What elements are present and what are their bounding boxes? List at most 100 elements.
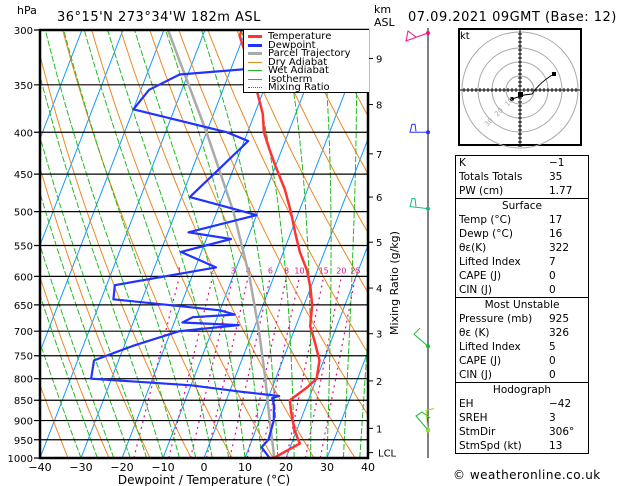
dry-adiabat-line — [265, 30, 368, 234]
surface-row: CAPE (J) 0 — [456, 269, 588, 283]
legend-item: Mixing Ratio — [248, 82, 330, 93]
copyright-footer: © weatheronline.co.uk — [453, 468, 601, 482]
hodograph-stat-value: 3 — [549, 412, 556, 424]
index-value: −1 — [549, 157, 565, 169]
asl-label: ASL — [374, 16, 395, 29]
surface-row: Temp (°C) 17 — [456, 213, 588, 227]
km-tick-label: 3 — [376, 330, 382, 341]
surface-value: 0 — [549, 284, 556, 296]
isotherm-line — [40, 30, 206, 458]
mixing-ratio-line — [168, 276, 214, 458]
hodograph-stat-label: StmSpd (kt) — [459, 440, 522, 452]
most-unstable-value: 326 — [549, 327, 570, 339]
pressure-gridlines: 300 350 400 450 500 550 600 650 700 750 800 850 900 9… — [8, 26, 368, 465]
pressure-tick-label: 400 — [14, 128, 33, 139]
wind-barb — [405, 30, 429, 42]
mixing-ratio-line — [285, 276, 325, 458]
legend-swatch — [248, 43, 262, 47]
mixing-ratio-label: 8 — [284, 266, 289, 275]
km-tick-label: 1 — [376, 424, 382, 435]
surface-label: Dewp (°C) — [459, 228, 513, 240]
surface-label: CAPE (J) — [459, 270, 502, 282]
most-unstable-heading: Most Unstable — [484, 299, 560, 311]
surface-row: CIN (J) 0 — [456, 283, 588, 297]
most-unstable-label: CAPE (J) — [459, 355, 502, 367]
mixing-ratio-label: 10 — [294, 266, 304, 275]
legend-item: Isotherm — [248, 73, 313, 85]
hodograph-stat-label: SREH — [459, 412, 488, 424]
location-title: 36°15'N 273°34'W 182m ASL — [57, 10, 261, 25]
axes: −40 −30 −20 −10 0 10 20 30 40 Dewpoint / Temperat… — [28, 28, 401, 486]
surface-value: 17 — [549, 214, 563, 226]
legend-swatch — [248, 78, 262, 80]
pressure-tick-label: 900 — [14, 417, 33, 428]
legend-label: Parcel Trajectory — [268, 48, 351, 59]
pressure-tick-label: 950 — [14, 436, 33, 447]
pressure-tick-label: 800 — [14, 375, 33, 386]
mixing-ratio-line — [304, 276, 342, 458]
wind-barb — [425, 408, 435, 431]
dry-adiabat-line — [586, 30, 629, 458]
legend: Temperature Dewpoint Parcel Trajectory Dry … — [243, 30, 369, 93]
most-unstable-label: CIN (J) — [459, 369, 492, 381]
most-unstable-row: CIN (J) 0 — [456, 368, 588, 382]
legend-label: Dewpoint — [268, 39, 316, 51]
mixing-ratio-label: 2 — [210, 266, 215, 275]
lcl-label: LCL — [378, 449, 397, 460]
isotherm-line — [80, 30, 247, 458]
km-tick-label: 5 — [376, 238, 382, 249]
km-tick-label: 9 — [376, 54, 382, 65]
x-tick-label: −40 — [28, 461, 51, 474]
pressure-tick-label: 850 — [14, 396, 33, 407]
wind-barb — [413, 327, 429, 347]
x-tick-label: 40 — [361, 461, 375, 474]
index-row: Totals Totals 35 — [456, 170, 588, 184]
legend-swatch — [248, 87, 262, 88]
most-unstable-row: θε (K) 326 — [456, 326, 588, 340]
legend-item: Wet Adiabat — [248, 66, 329, 76]
mixing-ratio-line — [189, 276, 234, 458]
mixing-ratio-line — [229, 276, 271, 458]
parcel-trajectory-line — [166, 30, 275, 458]
dry-adiabat-line — [62, 30, 233, 458]
surface-row: Dewp (°C) 16 — [456, 227, 588, 241]
legend-swatch — [248, 61, 262, 63]
isotherm-line — [40, 30, 165, 354]
surface-label: CIN (J) — [459, 284, 492, 296]
hodograph-end-point — [552, 72, 556, 76]
hodograph-unit-label: kt — [460, 31, 470, 42]
x-tick-label: 10 — [238, 461, 252, 474]
dry-adiabat-line — [294, 30, 368, 175]
most-unstable-section: Most Unstable Pressure (mb) 925 θε (K) 326 L… — [456, 298, 588, 383]
datetime-title: 07.09.2021 09GMT (Base: 12) — [408, 10, 617, 25]
mixing-ratio-line — [205, 276, 249, 458]
hodograph-ring-label: 10 — [503, 96, 515, 108]
legend-label: Mixing Ratio — [268, 82, 330, 93]
most-unstable-value: 925 — [549, 313, 570, 325]
hodograph-stat-value: 306° — [549, 426, 575, 438]
hodograph-stats-section: Hodograph EH −42 SREH 3 StmDir 306° StmSpd (kt… — [456, 383, 588, 454]
index-label: PW (cm) — [459, 185, 504, 197]
x-tick-label: 30 — [320, 461, 334, 474]
indices-panel: K −1 Totals Totals 35 PW (cm) 1.77 Surface Te… — [455, 155, 589, 454]
dry-adiabat-line — [236, 30, 368, 294]
surface-value: 16 — [549, 228, 563, 240]
mixing-ratio-line — [260, 276, 301, 458]
hodograph-stat-row: EH −42 — [456, 397, 588, 411]
legend-label: Temperature — [268, 31, 332, 42]
hodograph-ring-label: 20 — [493, 106, 505, 118]
legend-label: Isotherm — [268, 73, 313, 85]
hodograph-stat-row: StmDir 306° — [456, 425, 588, 439]
most-unstable-value: 0 — [549, 355, 556, 367]
km-tick-label: 4 — [376, 284, 382, 295]
x-tick-label: 20 — [279, 461, 293, 474]
legend-label: Dry Adiabat — [268, 56, 328, 68]
hodograph-stat-row: StmSpd (kt) 13 — [456, 439, 588, 453]
legend-swatch — [248, 70, 262, 71]
km-tick-label: 8 — [376, 101, 382, 112]
mixing-ratio-label: 6 — [268, 266, 273, 275]
hodograph-stat-value: −42 — [549, 398, 572, 410]
surface-value: 7 — [549, 256, 556, 268]
mixing-ratio-line — [133, 276, 181, 458]
pressure-tick-label: 750 — [14, 352, 33, 363]
